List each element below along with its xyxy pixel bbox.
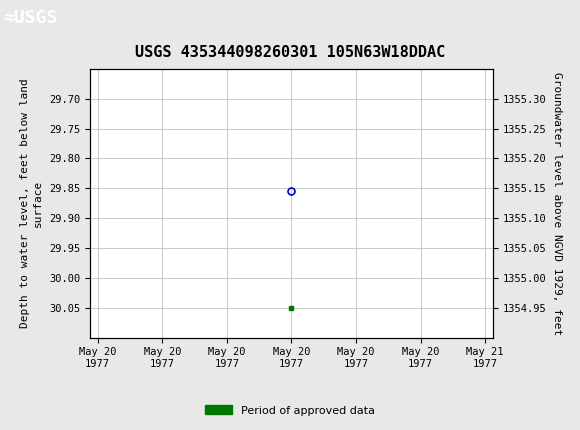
Y-axis label: Depth to water level, feet below land
surface: Depth to water level, feet below land su…	[20, 78, 44, 328]
Legend: Period of approved data: Period of approved data	[200, 401, 380, 420]
Y-axis label: Groundwater level above NGVD 1929, feet: Groundwater level above NGVD 1929, feet	[552, 71, 562, 335]
Text: USGS 435344098260301 105N63W18DDAC: USGS 435344098260301 105N63W18DDAC	[135, 45, 445, 60]
Text: ≈USGS: ≈USGS	[3, 9, 57, 27]
